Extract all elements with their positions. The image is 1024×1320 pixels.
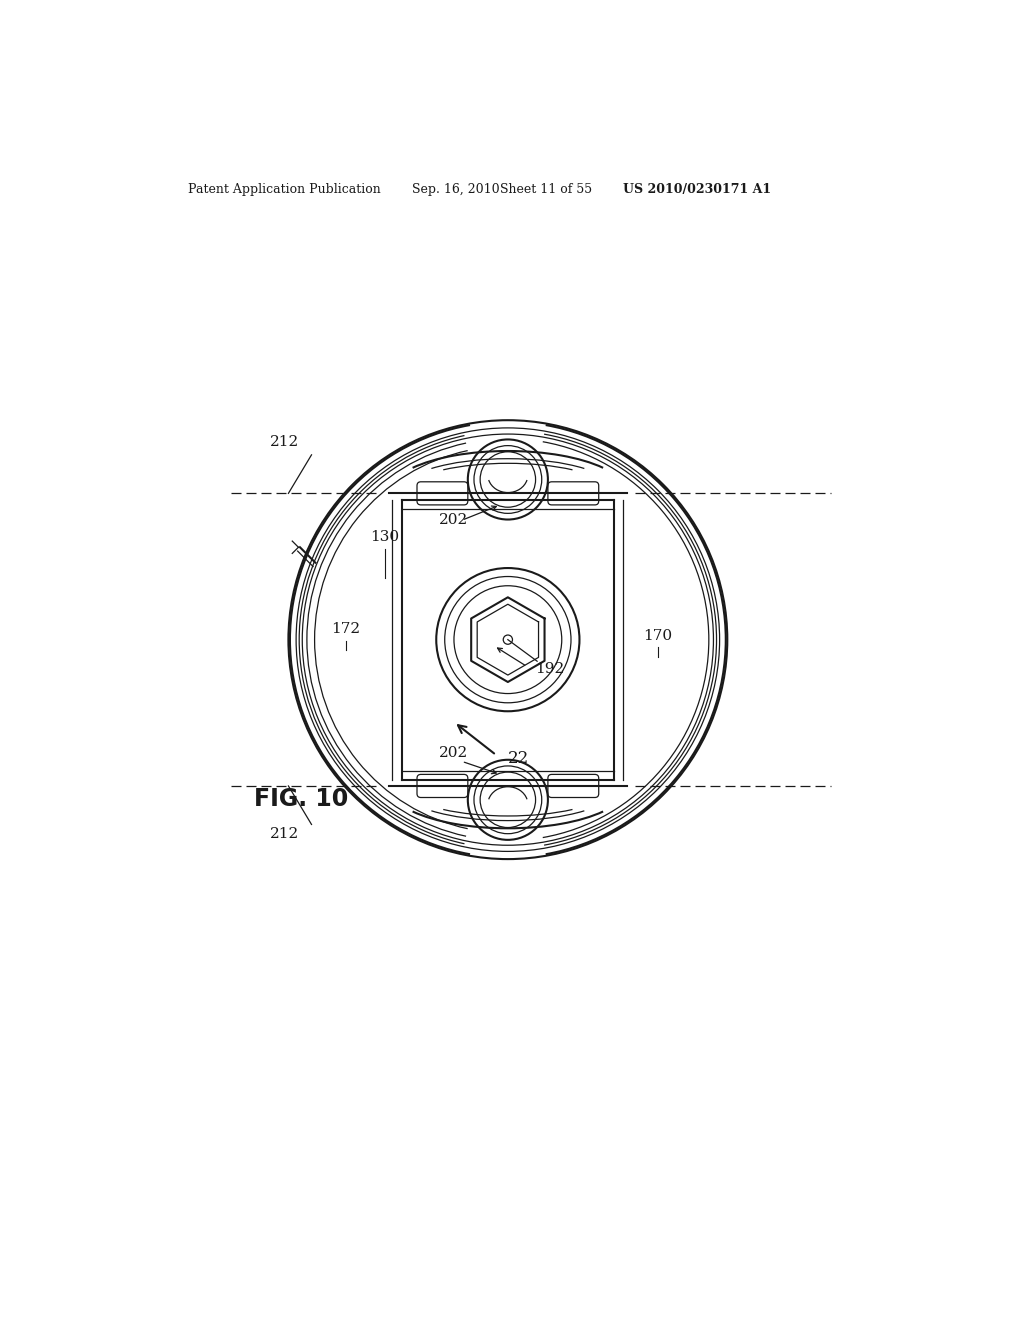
Text: 212: 212 bbox=[270, 434, 299, 449]
Text: 170: 170 bbox=[643, 628, 673, 643]
Text: Sep. 16, 2010: Sep. 16, 2010 bbox=[412, 183, 500, 197]
Text: US 2010/0230171 A1: US 2010/0230171 A1 bbox=[624, 183, 771, 197]
Text: FIG. 10: FIG. 10 bbox=[254, 787, 348, 810]
Text: 202: 202 bbox=[439, 746, 469, 760]
Text: 212: 212 bbox=[270, 828, 299, 841]
Text: Patent Application Publication: Patent Application Publication bbox=[188, 183, 381, 197]
Text: 192: 192 bbox=[535, 661, 564, 676]
Text: 202: 202 bbox=[439, 513, 469, 527]
Text: 130: 130 bbox=[370, 531, 399, 544]
Text: Sheet 11 of 55: Sheet 11 of 55 bbox=[500, 183, 592, 197]
Text: 22: 22 bbox=[508, 750, 529, 767]
Text: 172: 172 bbox=[332, 623, 360, 636]
